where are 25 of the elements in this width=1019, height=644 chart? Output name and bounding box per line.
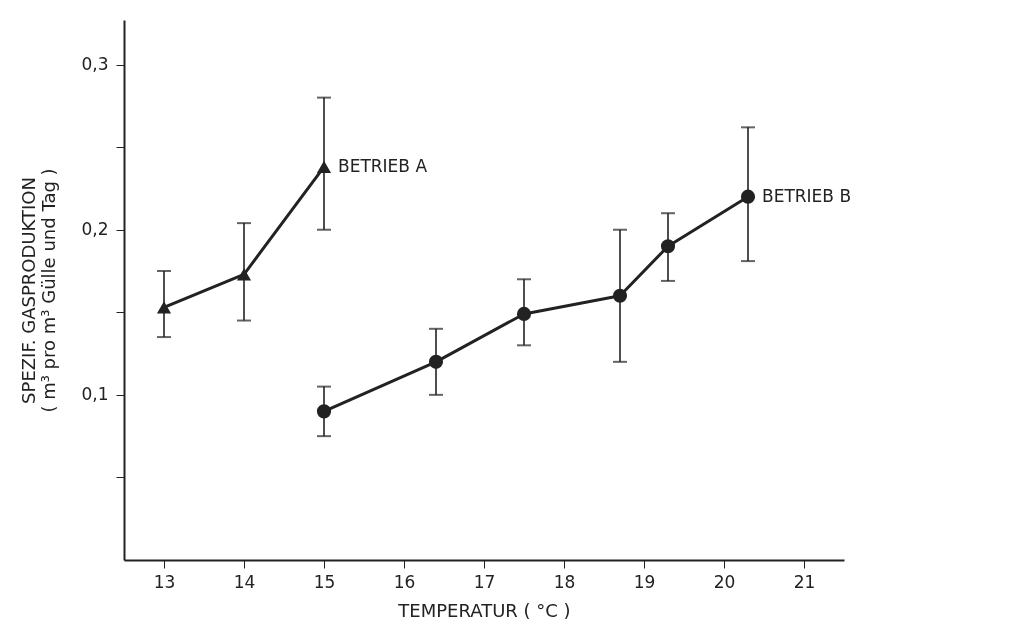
x-axis-title: TEMPERATUR ( °C ): [397, 599, 571, 621]
point: [156, 301, 172, 314]
y-axis-title: SPEZIF. GASPRODUKTION ( m³ pro m³ Gülle und Tag ): [18, 168, 60, 413]
x-tick-label: 17: [473, 571, 496, 592]
y-tick-label: 0,1: [81, 384, 109, 405]
series-label: BETRIEB A: [338, 155, 428, 176]
y-tick-label: 0,3: [81, 54, 109, 75]
x-tick-label: 13: [153, 571, 176, 592]
point: [316, 404, 332, 419]
x-tick-label: 20: [713, 571, 736, 592]
point: [316, 160, 332, 174]
x-tick-label: 15: [313, 571, 336, 592]
x-tick-label: 14: [233, 571, 256, 592]
y-tick-label: 0,2: [81, 219, 109, 240]
point: [428, 354, 444, 369]
x-tick-label: 18: [553, 571, 576, 592]
point: [516, 306, 532, 321]
point: [660, 239, 676, 254]
x-tick-label: 19: [633, 571, 656, 592]
point: [740, 189, 756, 204]
series-label: BETRIEB B: [762, 185, 852, 206]
x-tick-label: 21: [793, 571, 816, 592]
point: [236, 268, 252, 281]
point: [612, 288, 628, 303]
x-tick-label: 16: [393, 571, 416, 592]
